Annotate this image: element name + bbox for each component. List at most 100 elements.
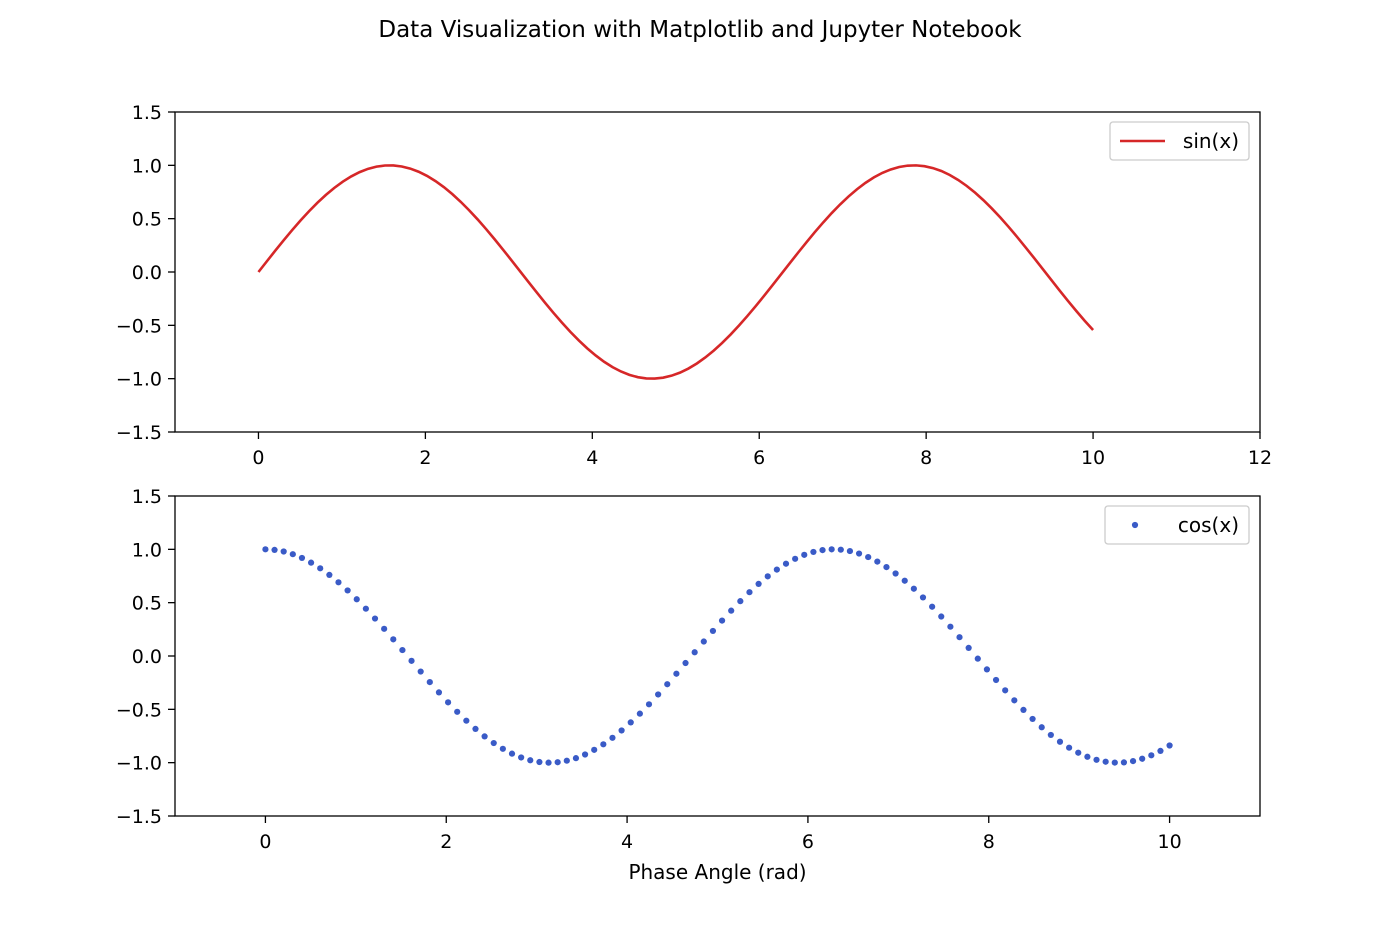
cos-data-point xyxy=(1129,758,1137,765)
cos-data-point xyxy=(901,577,908,584)
cos-data-point xyxy=(1002,687,1009,694)
cos-data-point xyxy=(892,570,899,577)
cos-data-point xyxy=(1166,742,1173,749)
cos-data-point xyxy=(1020,706,1027,714)
cos-data-point xyxy=(472,725,479,733)
cos-data-point xyxy=(1056,738,1064,745)
y-tick-label: 0.0 xyxy=(132,646,162,668)
cos-data-point xyxy=(554,759,561,766)
cos-data-point xyxy=(682,659,689,667)
cos-data-point xyxy=(289,551,296,558)
cos-data-point xyxy=(490,739,497,747)
x-tick-label: 2 xyxy=(440,831,452,853)
cos-data-point xyxy=(353,596,360,603)
cos-data-point xyxy=(417,668,424,675)
cos-data-point xyxy=(1102,758,1109,765)
cos-data-point xyxy=(947,623,954,630)
y-tick-label: 1.0 xyxy=(132,155,162,177)
x-tick-label: 8 xyxy=(920,447,932,469)
y-tick-label: 1.0 xyxy=(132,539,162,561)
cos-data-point xyxy=(335,579,342,586)
legend-label: sin(x) xyxy=(1183,129,1239,153)
x-tick-label: 6 xyxy=(753,447,765,469)
cos-data-point xyxy=(518,754,525,761)
x-tick-label: 8 xyxy=(983,831,995,853)
y-tick-label: −1.5 xyxy=(116,422,162,444)
cos-data-point xyxy=(1075,749,1082,756)
cos-data-point xyxy=(591,746,598,753)
cos-data-point xyxy=(828,546,835,553)
cos-data-point xyxy=(1011,697,1018,704)
y-tick-label: 0.5 xyxy=(132,209,162,231)
legend-box xyxy=(1104,505,1250,545)
cos-data-point xyxy=(929,603,936,610)
x-tick-label: 2 xyxy=(419,447,431,469)
y-tick-label: 1.5 xyxy=(132,102,162,124)
cos-data-point xyxy=(444,699,452,706)
x-tick-label: 10 xyxy=(1157,831,1181,853)
cos-data-point xyxy=(618,727,625,734)
cos-data-point xyxy=(1084,753,1091,760)
cos-data-point xyxy=(627,719,634,726)
cos-data-point xyxy=(764,573,771,580)
cos-data-point xyxy=(399,646,406,654)
cos-data-point xyxy=(673,670,680,677)
cos-data-point xyxy=(645,701,653,708)
cos-data-point xyxy=(709,627,717,635)
cos-data-point xyxy=(974,655,981,662)
axes-frame xyxy=(174,111,1261,433)
cos-data-point xyxy=(782,560,790,567)
axes-frame xyxy=(174,495,1261,817)
cos-data-point xyxy=(664,681,671,688)
cos-data-point xyxy=(271,546,278,553)
cos-data-point xyxy=(755,580,762,588)
cos-data-point xyxy=(381,625,388,632)
y-tick-label: 1.5 xyxy=(132,486,162,508)
legend-box xyxy=(1109,121,1250,161)
cos-data-point xyxy=(700,638,707,645)
cos-data-point xyxy=(1047,731,1054,739)
cos-data-point xyxy=(938,613,945,620)
x-tick-label: 4 xyxy=(586,447,598,469)
cos-data-point xyxy=(536,758,543,766)
cos-data-point xyxy=(600,741,607,748)
cos-data-point xyxy=(362,605,369,612)
cos-data-point xyxy=(691,649,698,656)
cos-data-point xyxy=(1111,759,1118,766)
cos-data-point xyxy=(371,615,379,622)
y-tick-label: −0.5 xyxy=(116,699,162,721)
legend: cos(x) xyxy=(1104,505,1250,545)
cos-data-point xyxy=(874,558,881,565)
cos-data-point xyxy=(910,585,917,592)
legend-label: cos(x) xyxy=(1178,513,1239,537)
cos-data-point xyxy=(846,547,854,555)
cos-data-point xyxy=(1038,724,1045,731)
cos-data-point xyxy=(801,551,808,558)
cos-data-point xyxy=(810,548,817,556)
y-tick-label: −1.0 xyxy=(116,753,162,775)
cos-data-point xyxy=(307,559,315,566)
cos-data-point xyxy=(1029,715,1036,723)
cos-data-point xyxy=(1157,747,1164,755)
cos-subplot: 1.5 1.0 0.5 0.0 −0.5 −1.0 −1.5 0 2 4 6 8 10 Phase Ang… xyxy=(116,486,1261,884)
cos-data-point xyxy=(1139,755,1146,762)
cos-data-point xyxy=(983,666,991,673)
cos-data-point xyxy=(298,554,306,562)
cos-data-point xyxy=(454,708,461,715)
cos-data-point xyxy=(563,757,570,764)
cos-data-point xyxy=(499,745,506,752)
cos-data-point xyxy=(837,546,844,553)
cos-data-point xyxy=(865,553,872,561)
cos-data-point xyxy=(855,550,863,557)
cos-data-point xyxy=(1093,756,1100,763)
cos-data-point xyxy=(655,691,662,698)
cos-data-point xyxy=(581,751,589,758)
figure-suptitle: Data Visualization with Matplotlib and J… xyxy=(378,17,1022,43)
cos-data-point xyxy=(280,548,287,555)
cos-data-point xyxy=(572,755,580,762)
cos-data-point xyxy=(390,636,397,643)
cos-data-point xyxy=(545,759,552,766)
cos-data-point xyxy=(609,734,616,741)
cos-data-point xyxy=(746,589,753,596)
